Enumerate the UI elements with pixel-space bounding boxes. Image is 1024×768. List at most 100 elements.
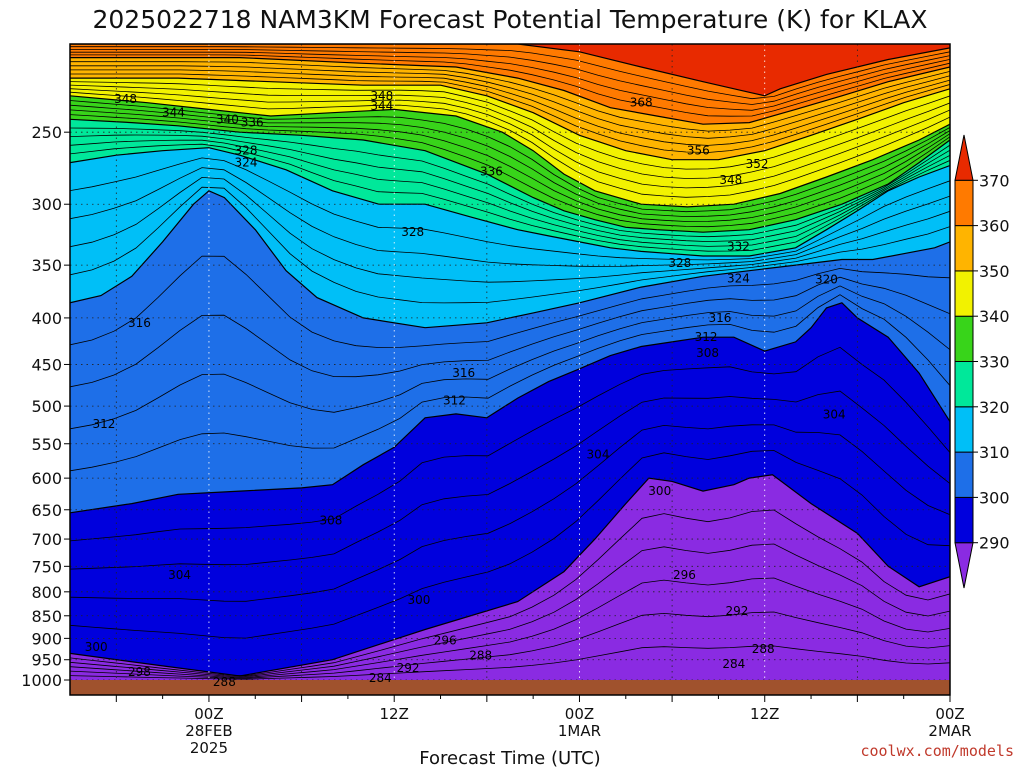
contour-line-minor [70,100,950,213]
contour-label: 312 [443,394,466,408]
contour-line-380 [70,44,950,97]
contour-label: 296 [434,634,457,648]
y-tick-label: 650 [31,501,62,520]
y-tick-label: 950 [31,651,62,670]
contour-line-minor [70,69,950,146]
colorbar-segment [954,179,974,227]
y-tick-label: 500 [31,397,62,416]
contour-label: 300 [407,593,430,607]
colorbar-tick-label: 320 [979,398,1010,417]
contour-label: 332 [727,240,750,254]
theta-band-380 [70,44,950,96]
contour-label: 356 [687,144,710,158]
contour-line-minor [70,611,950,679]
colorbar-tick-label: 290 [979,534,1010,553]
y-tick-label: 900 [31,629,62,648]
contour-label: 328 [235,144,258,158]
contour-line-minor [70,285,950,430]
credit-text: coolwx.com/models [860,742,1014,760]
contour-line-350 [70,95,950,208]
y-tick-label: 250 [31,123,62,142]
contour-line-minor [70,509,950,677]
y-tick-label: 400 [31,309,62,328]
contour-label: 288 [752,642,775,656]
contour-label: 320 [815,273,838,287]
colorbar-segment [954,451,974,498]
x-tick-label: 12Z [380,705,409,723]
contour-label: 316 [128,316,151,330]
contour-label: 288 [469,649,492,663]
x-tick-label: 00Z [194,705,223,723]
contour-line-minor [70,255,950,348]
contour-label: 340 [216,112,239,126]
contour-label: 344 [370,99,393,113]
contour-label: 328 [401,225,424,239]
y-tick-label: 450 [31,355,62,374]
colorbar-tick-label: 370 [979,171,1010,190]
y-tick-label: 750 [31,557,62,576]
contour-line-minor [70,65,950,139]
colorbar-segment [954,225,974,272]
contour-line-minor [70,54,950,117]
contour-line-minor [70,51,950,111]
contour-line-minor [70,577,950,678]
y-tick-label: 850 [31,607,62,626]
contour-label: 368 [630,96,653,110]
colorbar-tick-label: 340 [979,307,1010,326]
contour-label: 296 [673,568,696,582]
contour-label: 312 [695,330,718,344]
colorbar-segment [954,270,974,317]
x-tick-label: 2MAR [928,722,971,740]
contour-label: 300 [85,640,108,654]
contour-label: 348 [114,92,137,106]
contour-line-minor [70,73,950,153]
contour-line-minor [70,294,950,472]
contour-label: 292 [725,604,748,618]
contour-line-330 [70,147,950,257]
colorbar-segment [954,315,974,363]
y-tick-label: 1000 [21,671,62,690]
contour-line-minor [70,49,950,105]
y-tick-label: 350 [31,256,62,275]
contour-line-minor [70,84,950,179]
contour-line-minor [70,114,950,228]
colorbar-segment [954,542,974,589]
contour-line-minor [70,104,950,218]
contour-label: 298 [128,665,151,679]
y-tick-label: 300 [31,195,62,214]
contour-label: 324 [235,156,258,170]
contour-label: 304 [587,447,610,461]
x-tick-label: 2025 [190,739,228,757]
colorbar-segment [954,134,974,181]
contour-label: 292 [397,661,420,675]
contour-line-320 [70,190,950,329]
colorbar-tick-label: 330 [979,353,1010,372]
x-tick-label: 12Z [750,705,779,723]
contour-label: 304 [823,408,846,422]
contour-line-minor [70,46,950,100]
contour-line-minor [70,61,950,132]
y-tick-label: 550 [31,435,62,454]
contour-line-minor [70,390,950,570]
contour-line-minor [70,143,950,252]
contour-line-310 [70,302,950,514]
contour-line-minor [70,134,950,243]
contour-label: 316 [709,311,732,325]
colorbar-segment [954,361,974,408]
contour-line-minor [70,91,950,198]
contour-label: 288 [213,675,236,689]
contour-label: 352 [746,157,769,171]
contour-line-minor [70,88,950,189]
contour-line-minor [70,176,950,283]
contour-line-minor [70,346,950,542]
contour-label: 308 [319,514,342,528]
contour-label: 284 [722,657,745,671]
contour-line-minor [70,167,950,267]
contour-label: 312 [93,417,116,431]
colorbar-tick-label: 350 [979,262,1010,281]
contour-line-minor [70,157,950,261]
contour-line-minor [70,276,950,388]
colorbar: 290 300 310 320 330 340 350 360 370 [954,134,1010,589]
